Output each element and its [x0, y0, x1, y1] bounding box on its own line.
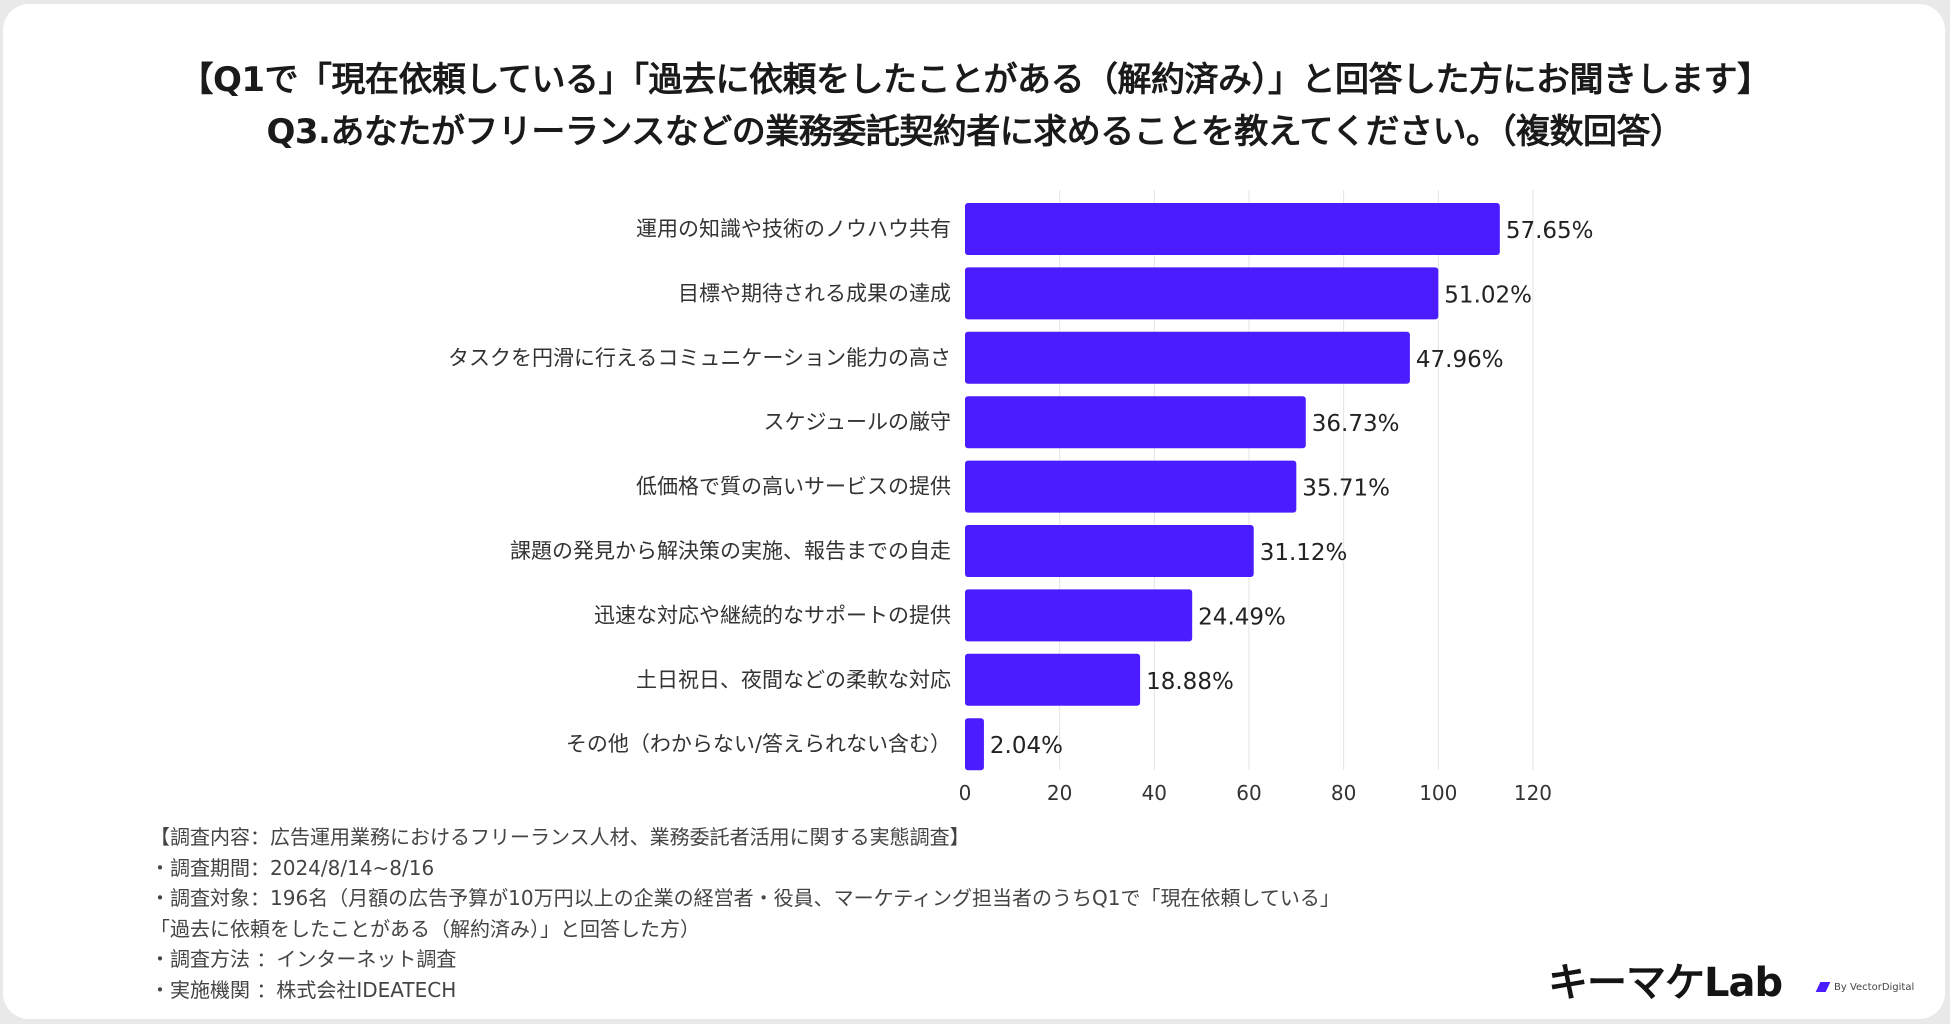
category-label: 目標や期待される成果の達成	[678, 281, 951, 305]
logo-wordmark: キーマケLab	[1548, 960, 1783, 1006]
value-label: 2.04%	[990, 733, 1063, 759]
value-label: 18.88%	[1146, 669, 1234, 695]
category-label: 土日祝日、夜間などの柔軟な対応	[636, 668, 951, 692]
value-label: 51.02%	[1444, 282, 1532, 308]
survey-notes: 【調査内容：広告運用業務におけるフリーランス人材、業務委託者活用に関する実態調査…	[150, 822, 1340, 1005]
bar	[965, 460, 1297, 513]
kimake-lab-logo: キーマケLab By VectorDigital	[1548, 950, 1928, 1006]
x-tick-label: 120	[1514, 781, 1552, 805]
logo-byline: By VectorDigital	[1834, 982, 1915, 993]
category-label: 運用の知識や技術のノウハウ共有	[636, 217, 951, 241]
survey-note: ・調査期間：2024/8/14~8/16	[150, 855, 435, 880]
survey-note: ・実施機関 ：株式会社IDEATECH	[150, 977, 457, 1002]
x-tick-label: 80	[1331, 781, 1356, 805]
x-tick-label: 40	[1142, 781, 1167, 805]
chart-title-line-2: Q3.あなたがフリーランスなどの業務委託契約者に求めることを教えてください。（複…	[266, 112, 1684, 152]
value-label: 31.12%	[1260, 540, 1348, 566]
bar	[965, 718, 984, 771]
category-label: 課題の発見から解決策の実施、報告までの自走	[510, 539, 951, 563]
bar	[965, 331, 1410, 384]
value-label: 47.96%	[1416, 347, 1504, 373]
bar	[965, 203, 1500, 255]
bar	[965, 525, 1254, 577]
survey-note: 「過去に依頼をしたことがある（解約済み）」と回答した方）	[150, 916, 700, 941]
x-tick-label: 60	[1236, 781, 1261, 805]
survey-note: ・調査対象：196名（月額の広告予算が10万円以上の企業の経営者・役員、マーケテ…	[150, 886, 1340, 910]
bar	[965, 267, 1439, 320]
value-label: 57.65%	[1506, 218, 1594, 244]
survey-note: 【調査内容：広告運用業務におけるフリーランス人材、業務委託者活用に関する実態調査…	[150, 825, 970, 849]
category-label: 迅速な対応や継続的なサポートの提供	[594, 603, 951, 627]
logo-accent-mark	[1815, 982, 1831, 992]
bar	[965, 396, 1306, 449]
value-label: 36.73%	[1312, 411, 1400, 437]
chart-title-line-1: 【Q1で「現在依頼している」「過去に依頼をしたことがある（解約済み）」と回答した…	[179, 60, 1771, 100]
category-label: その他（わからない/答えられない含む）	[566, 732, 951, 756]
x-tick-label: 100	[1419, 781, 1457, 805]
category-label: 低価格で質の高いサービスの提供	[636, 475, 951, 499]
category-label: タスクを円滑に行えるコミュニケーション能力の高さ	[448, 346, 951, 370]
x-tick-label: 20	[1047, 781, 1072, 805]
category-label: スケジュールの厳守	[763, 410, 951, 434]
value-label: 24.49%	[1198, 604, 1286, 630]
value-label: 35.71%	[1302, 476, 1390, 502]
survey-note: ・調査方法 ：インターネット調査	[150, 947, 457, 971]
bar	[965, 589, 1193, 642]
bar	[965, 653, 1141, 706]
x-tick-label: 0	[959, 781, 972, 805]
